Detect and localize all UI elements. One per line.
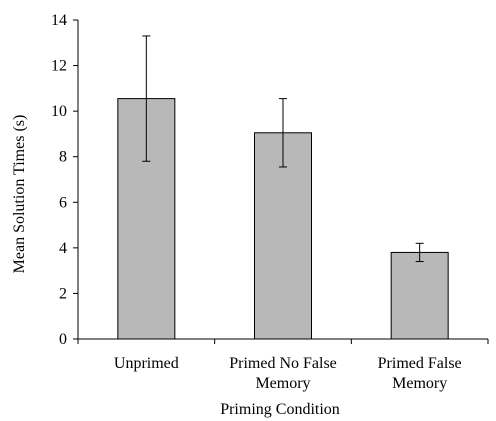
y-axis: 0 2 4 6 8 10 12 14 [51,12,79,348]
bar [390,251,449,340]
x-axis: Unprimed Primed No False Memory Primed Fals… [77,338,489,392]
error-bar [415,242,424,263]
y-tick-label: 14 [51,12,67,29]
y-tick-label: 4 [59,240,67,257]
y-tick-label: 0 [59,331,67,348]
y-tick-label: 2 [59,285,67,302]
error-bar [279,98,287,168]
x-category-label: Unprimed [114,355,179,372]
y-tick-label: 10 [51,103,67,120]
y-tick-label: 8 [59,149,67,166]
error-bars [142,35,424,263]
x-category-label: Primed No False Memory [229,355,337,392]
y-tick-label: 6 [59,194,67,211]
x-axis-title: Priming Condition [220,401,340,418]
y-tick-label: 12 [51,58,67,75]
error-bar [142,35,151,162]
y-axis-title: Mean Solution Times (s) [11,115,28,274]
bars [117,98,449,340]
x-category-label: Primed False Memory [378,355,462,392]
